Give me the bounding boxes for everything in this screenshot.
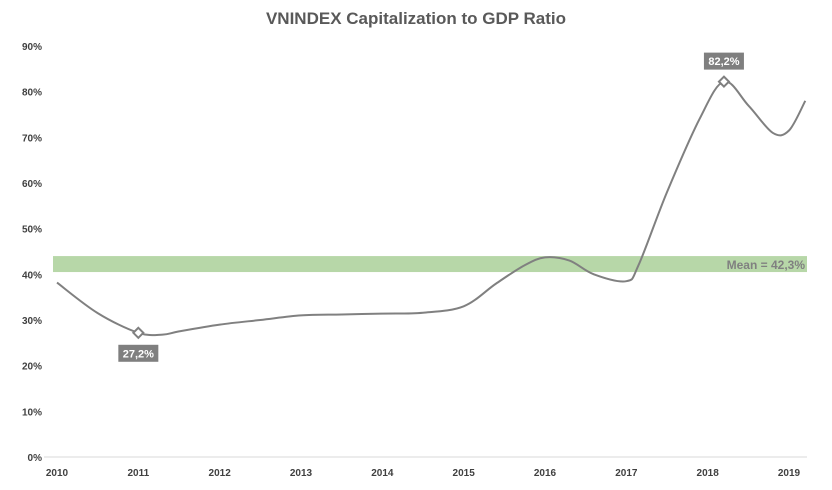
mean-band-group: Mean = 42,3% (53, 256, 807, 273)
mean-label: Mean = 42,3% (727, 258, 806, 272)
y-tick-label: 30% (22, 316, 42, 327)
y-tick-label: 10% (22, 407, 42, 418)
data-label-box (703, 52, 744, 70)
x-tick-label: 2013 (290, 468, 313, 479)
y-tick-label: 60% (22, 179, 42, 190)
x-tick-label: 2012 (209, 468, 232, 479)
y-tick-label: 20% (22, 362, 42, 373)
chart-title: VNINDEX Capitalization to GDP Ratio (266, 9, 566, 28)
y-tick-label: 90% (22, 42, 42, 53)
data-point-marker (131, 326, 145, 340)
y-tick-label: 70% (22, 133, 42, 144)
series-group (56, 80, 807, 337)
x-tick-label: 2018 (697, 468, 720, 479)
series-line (56, 80, 807, 337)
y-tick-label: 40% (22, 270, 42, 281)
x-tick-label: 2016 (534, 468, 557, 479)
data-label: 27,2% (123, 348, 154, 360)
x-axis: 2010 2011 2012 2013 2014 2015 2016 2017 2018 2019 (46, 468, 801, 479)
x-tick-label: 2010 (46, 468, 69, 479)
x-tick-label: 2017 (615, 468, 638, 479)
x-tick-label: 2014 (371, 468, 394, 479)
y-tick-label: 50% (22, 225, 42, 236)
x-tick-label: 2011 (127, 468, 149, 479)
x-tick-label: 2019 (778, 468, 801, 479)
y-tick-label: 80% (22, 88, 42, 99)
data-label: 82,2% (708, 56, 739, 68)
data-label-group: 27,2% 82,2% (118, 52, 744, 362)
y-tick-label: 0% (28, 453, 43, 464)
data-label-box (118, 344, 159, 362)
y-axis: 0% 10% 20% 30% 40% 50% 60% 70% 80% 90% (22, 42, 42, 464)
marker-group (131, 75, 731, 340)
mean-band (53, 256, 807, 273)
x-tick-label: 2015 (453, 468, 476, 479)
data-point-marker (717, 75, 731, 89)
